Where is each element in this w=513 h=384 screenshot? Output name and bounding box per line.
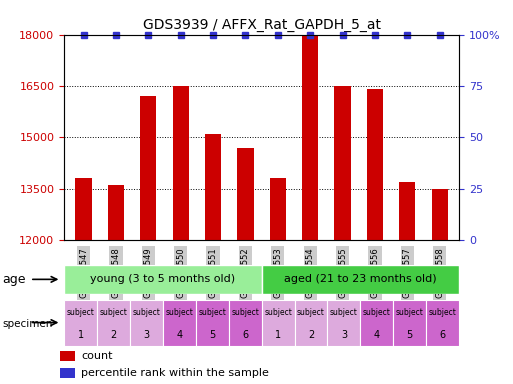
Text: subject: subject bbox=[297, 308, 325, 317]
Bar bbox=[334, 86, 351, 384]
Bar bbox=[426, 300, 459, 346]
Text: age: age bbox=[3, 273, 26, 286]
Text: percentile rank within the sample: percentile rank within the sample bbox=[81, 367, 269, 377]
Text: 6: 6 bbox=[242, 331, 248, 341]
Bar bbox=[367, 89, 383, 384]
Text: count: count bbox=[81, 351, 112, 361]
Bar bbox=[302, 35, 318, 384]
Text: 4: 4 bbox=[176, 331, 183, 341]
Bar bbox=[60, 351, 75, 361]
Bar bbox=[64, 265, 262, 294]
Bar bbox=[270, 179, 286, 384]
Bar bbox=[393, 300, 426, 346]
Text: subject: subject bbox=[165, 308, 193, 317]
Bar bbox=[75, 179, 92, 384]
Text: subject: subject bbox=[264, 308, 292, 317]
Bar bbox=[163, 300, 196, 346]
Text: specimen: specimen bbox=[3, 319, 53, 329]
Bar bbox=[294, 300, 327, 346]
Text: subject: subject bbox=[199, 308, 226, 317]
Text: subject: subject bbox=[396, 308, 424, 317]
Text: 6: 6 bbox=[440, 331, 446, 341]
Text: 5: 5 bbox=[209, 331, 215, 341]
Bar bbox=[108, 185, 124, 384]
Bar bbox=[64, 300, 97, 346]
Text: subject: subject bbox=[231, 308, 259, 317]
Bar bbox=[130, 300, 163, 346]
Text: subject: subject bbox=[67, 308, 94, 317]
Bar bbox=[196, 300, 229, 346]
Bar bbox=[205, 134, 221, 384]
Text: subject: subject bbox=[132, 308, 161, 317]
Text: subject: subject bbox=[100, 308, 127, 317]
Text: subject: subject bbox=[363, 308, 391, 317]
Text: 3: 3 bbox=[143, 331, 149, 341]
Bar bbox=[140, 96, 156, 384]
Text: subject: subject bbox=[429, 308, 457, 317]
Bar bbox=[229, 300, 262, 346]
Text: 2: 2 bbox=[308, 331, 314, 341]
Text: young (3 to 5 months old): young (3 to 5 months old) bbox=[90, 274, 235, 285]
Bar bbox=[60, 368, 75, 377]
Text: 5: 5 bbox=[407, 331, 413, 341]
Text: 3: 3 bbox=[341, 331, 347, 341]
Bar bbox=[262, 265, 459, 294]
Bar bbox=[360, 300, 393, 346]
Bar bbox=[97, 300, 130, 346]
Text: aged (21 to 23 months old): aged (21 to 23 months old) bbox=[284, 274, 437, 285]
Title: GDS3939 / AFFX_Rat_GAPDH_5_at: GDS3939 / AFFX_Rat_GAPDH_5_at bbox=[143, 18, 381, 32]
Bar bbox=[431, 189, 448, 384]
Bar bbox=[238, 147, 253, 384]
Bar bbox=[172, 86, 189, 384]
Text: 1: 1 bbox=[275, 331, 281, 341]
Bar bbox=[327, 300, 360, 346]
Text: 4: 4 bbox=[374, 331, 380, 341]
Bar bbox=[399, 182, 416, 384]
Bar bbox=[262, 300, 294, 346]
Text: 1: 1 bbox=[77, 331, 84, 341]
Text: 2: 2 bbox=[110, 331, 116, 341]
Text: subject: subject bbox=[330, 308, 358, 317]
